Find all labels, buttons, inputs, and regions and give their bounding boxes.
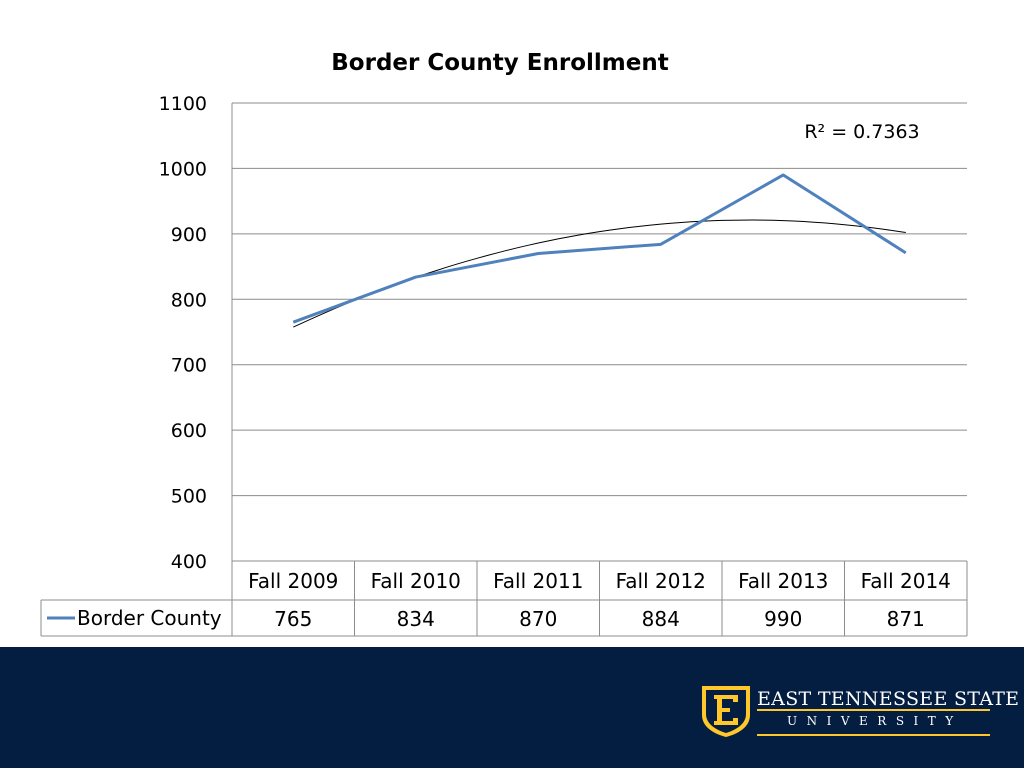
y-tick-label: 700 <box>171 355 207 377</box>
university-name-line2: UNIVERSITY <box>787 714 963 728</box>
y-tick-label: 500 <box>171 486 207 508</box>
y-tick-label: 400 <box>171 551 207 573</box>
y-tick-label: 600 <box>171 420 207 442</box>
category-label: Fall 2011 <box>493 569 583 593</box>
university-wordmark: EAST TENNESSEE STATE UNIVERSITY <box>757 688 1020 728</box>
data-value-label: 834 <box>397 607 435 631</box>
category-label: Fall 2014 <box>861 569 951 593</box>
etsu-shield-e-icon <box>702 686 750 737</box>
data-value-label: 870 <box>519 607 557 631</box>
data-value-label: 765 <box>274 607 312 631</box>
series-line <box>292 173 907 324</box>
data-value-label: 871 <box>887 607 925 631</box>
trendline <box>293 219 906 328</box>
category-label: Fall 2010 <box>371 569 461 593</box>
r-squared-label: R² = 0.7363 <box>804 121 919 143</box>
category-label: Fall 2012 <box>616 569 706 593</box>
data-value-label: 884 <box>642 607 680 631</box>
footer-bar <box>0 647 1024 768</box>
wordmark-rule-bottom <box>757 734 990 736</box>
university-name-line1: EAST TENNESSEE STATE <box>757 688 1020 710</box>
data-table: Fall 2009 Fall 2010 Fall 2011 Fall 2012 Fall… <box>40 560 968 637</box>
series-lines <box>292 173 907 324</box>
category-label: Fall 2013 <box>738 569 828 593</box>
enrollment-chart: Border County Enrollment 400 500 600 700 800… <box>40 50 968 637</box>
y-tick-label: 1000 <box>159 158 207 180</box>
legend-label: Border County <box>77 606 222 630</box>
data-value-label: 990 <box>764 607 802 631</box>
wordmark-rule <box>757 709 990 711</box>
chart-title: Border County Enrollment <box>331 50 668 76</box>
y-tick-label: 900 <box>171 224 207 246</box>
gridlines <box>231 102 967 562</box>
y-axis-tick-labels: 400 500 600 700 800 900 1000 1100 <box>159 93 207 573</box>
y-tick-label: 800 <box>171 289 207 311</box>
category-label: Fall 2009 <box>248 569 338 593</box>
y-tick-label: 1100 <box>159 93 207 115</box>
